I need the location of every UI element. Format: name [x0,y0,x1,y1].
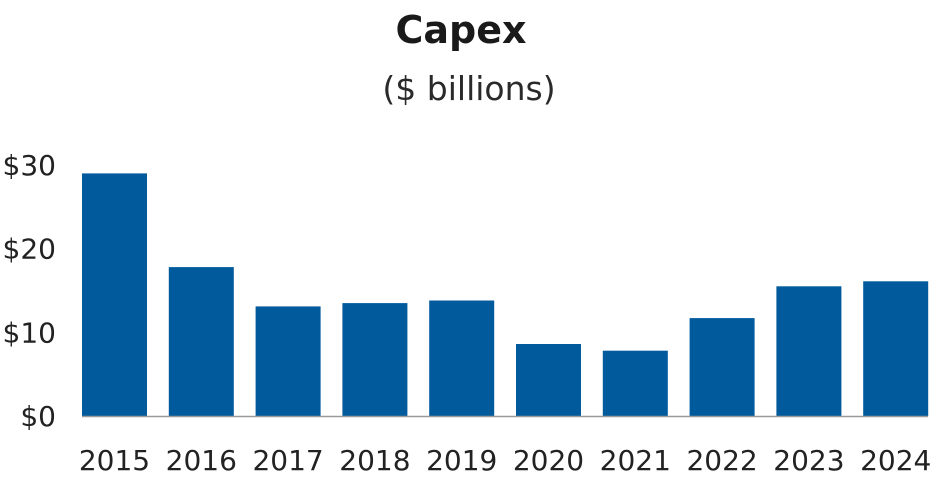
x-tick-label-2024: 2024 [860,444,931,477]
bar-2024 [863,281,929,416]
bar-2020 [516,344,581,416]
bar-2022 [689,318,755,416]
bar-2023 [776,286,842,416]
bar-2018 [342,303,408,416]
x-tick-label-2018: 2018 [339,444,410,477]
x-tick-label-2022: 2022 [686,444,757,477]
x-tick-label-2023: 2023 [773,444,844,477]
y-tick-label: $30 [3,149,56,182]
x-tick-label-2017: 2017 [252,444,323,477]
y-axis-tick-labels: $0 $10 $20 $30 [3,149,56,433]
x-tick-label-2021: 2021 [600,444,671,477]
x-tick-label-2016: 2016 [166,444,237,477]
bar-2016 [168,267,234,416]
bars-group [82,173,929,416]
y-tick-label: $0 [20,400,56,433]
y-tick-label: $10 [3,316,56,349]
bar-2015 [82,173,147,416]
x-axis-tick-labels: 2015 2016 2017 2018 2019 2020 2021 2022 2023 2024 [79,444,931,477]
x-tick-label-2015: 2015 [79,444,150,477]
x-tick-label-2019: 2019 [426,444,497,477]
bar-2017 [255,306,321,416]
chart-subtitle: ($ billions) [382,69,555,108]
bar-2019 [429,300,495,416]
y-tick-label: $20 [3,233,56,266]
bar-2021 [602,350,668,416]
x-tick-label-2020: 2020 [513,444,584,477]
chart-title: Capex [395,8,526,52]
